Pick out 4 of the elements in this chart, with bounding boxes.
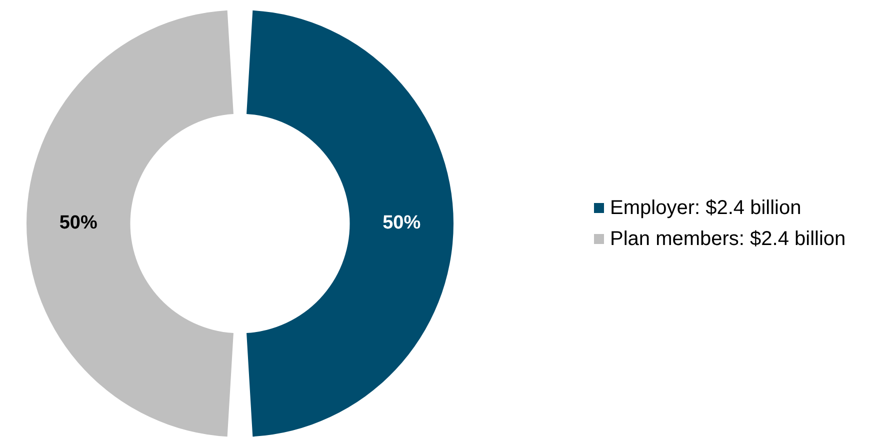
data-label: 50% xyxy=(59,212,98,234)
legend-label: Employer: $2.4 billion xyxy=(610,196,802,220)
data-label: 50% xyxy=(382,212,421,234)
legend-label: Plan members: $2.4 billion xyxy=(610,228,846,250)
